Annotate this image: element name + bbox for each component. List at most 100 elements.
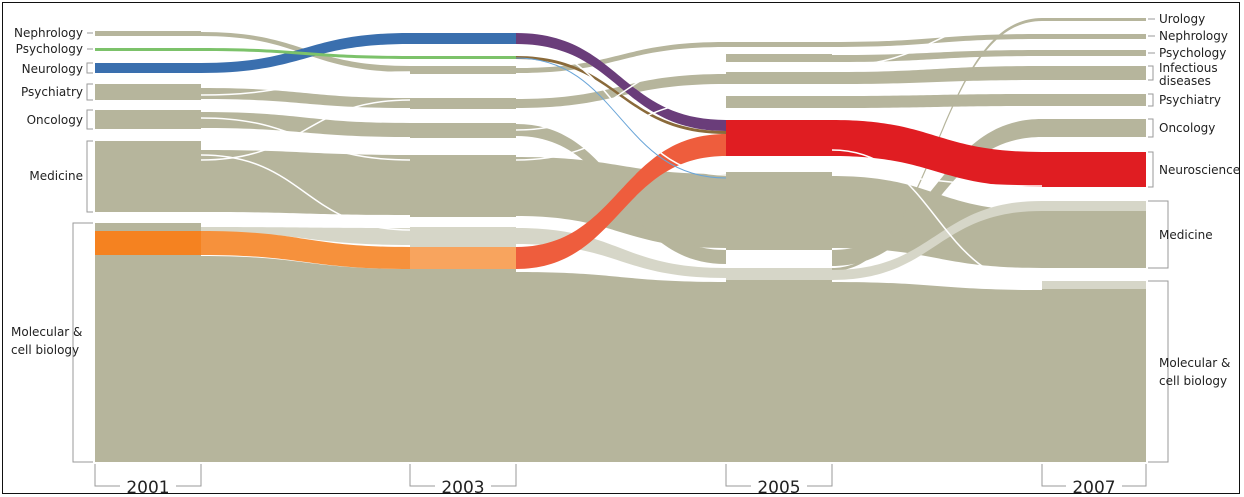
node-2003-molecular-light xyxy=(410,227,516,247)
node-2005-c xyxy=(726,72,832,84)
node-2003-other-1 xyxy=(410,66,516,74)
flow-neurology xyxy=(516,33,726,131)
flow-molecular xyxy=(832,282,1042,462)
node-2007-urology xyxy=(1042,18,1146,21)
node-2001-neurology xyxy=(95,63,201,73)
label-right-medicine: Medicine xyxy=(1159,228,1213,242)
bracket-right-neuroscience xyxy=(1148,151,1154,188)
flow-thin-blue xyxy=(515,57,727,179)
node-2005-d xyxy=(726,96,832,108)
node-2007-molecular-light xyxy=(1042,281,1146,289)
label-right-neuroscience: Neuroscience xyxy=(1159,163,1240,177)
column-2007 xyxy=(1042,18,1146,462)
flow-psychology xyxy=(516,56,726,134)
node-2003-oncology xyxy=(410,123,516,138)
column-2003 xyxy=(410,33,516,462)
bracket-left-oncology xyxy=(86,109,93,130)
bracket-year-2001 xyxy=(94,464,202,487)
node-2007-medicine xyxy=(1042,211,1146,268)
node-2007-nephrology xyxy=(1042,34,1146,39)
node-2001-medicine xyxy=(95,141,201,212)
flow-b xyxy=(832,50,1042,62)
flow-d xyxy=(832,94,1042,108)
label-right-oncology: Oncology xyxy=(1159,121,1215,135)
bracket-left-psychiatry xyxy=(86,83,93,101)
node-2005-a xyxy=(726,42,832,47)
node-2003-psychology xyxy=(410,56,516,59)
label-left-medicine: Medicine xyxy=(29,169,83,183)
flow-psychology xyxy=(201,48,410,59)
year-2005: 2005 xyxy=(757,478,800,497)
bracket-right-molecular xyxy=(1148,280,1169,463)
year-2001: 2001 xyxy=(126,478,169,497)
label-left-nephrology: Nephrology xyxy=(14,26,83,40)
bracket-right-oncology xyxy=(1148,118,1154,138)
flow-molecular xyxy=(201,256,410,462)
node-2003-molecular xyxy=(410,269,516,462)
node-2001-psychiatry xyxy=(95,84,201,100)
flow-molecular-highlight xyxy=(201,231,410,269)
bracket-right-infectious xyxy=(1148,65,1154,81)
node-2007-psychiatry xyxy=(1042,94,1146,106)
node-2007-infectious xyxy=(1042,66,1146,80)
flow-molecular xyxy=(516,272,726,462)
label-left-psychiatry: Psychiatry xyxy=(21,85,83,99)
node-2005-molecular-light xyxy=(726,268,832,280)
label-right-infectious-2: diseases xyxy=(1159,74,1211,88)
year-2003: 2003 xyxy=(441,478,484,497)
label-right-infectious-1: Infectious xyxy=(1159,61,1218,75)
flow-psychiatry xyxy=(201,88,410,108)
node-2001-oncology xyxy=(95,110,201,129)
node-2007-molecular xyxy=(1042,289,1146,462)
year-labels: 2001 2003 2005 2007 xyxy=(94,464,1147,497)
flow-thin-lines xyxy=(200,71,411,231)
column-2005 xyxy=(726,42,832,462)
flow-molecular-to-neuro xyxy=(516,134,726,269)
bracket-left-molecular xyxy=(72,222,93,463)
bracket-right-medicine xyxy=(1148,200,1169,269)
label-left-molecular-1: Molecular & xyxy=(11,325,82,339)
label-left-psychology: Psychology xyxy=(16,42,83,56)
bracket-right-psychiatry xyxy=(1148,93,1154,107)
bracket-year-2005 xyxy=(725,464,833,487)
flow-medicine xyxy=(201,150,410,215)
node-2005-neuroscience xyxy=(726,120,832,156)
year-2007: 2007 xyxy=(1072,478,1115,497)
node-2001-psychology xyxy=(95,48,201,51)
label-right-nephrology: Nephrology xyxy=(1159,29,1228,43)
node-2007-neuroscience xyxy=(1042,152,1146,187)
label-left-molecular-2: cell biology xyxy=(11,343,79,357)
column-2001 xyxy=(95,31,201,462)
label-right-psychiatry: Psychiatry xyxy=(1159,93,1221,107)
node-2003-other-2 xyxy=(410,98,516,109)
flow-thin-lines xyxy=(515,44,727,176)
node-2005-medicine xyxy=(726,172,832,250)
bracket-year-2007 xyxy=(1041,464,1147,487)
label-left-oncology: Oncology xyxy=(27,113,83,127)
node-2005-molecular xyxy=(726,280,832,462)
flow-thin-lines xyxy=(831,14,1043,286)
bracket-year-2003 xyxy=(409,464,517,487)
flow-other-b xyxy=(516,74,726,108)
flow-medicine-mol xyxy=(201,227,410,245)
flow-c xyxy=(832,66,1042,84)
node-2001-nephrology xyxy=(95,31,201,36)
flows-2005-2007 xyxy=(831,14,1043,462)
flow-to-oncology xyxy=(832,119,1042,266)
node-2007-psychology xyxy=(1042,50,1146,56)
label-left-neurology: Neurology xyxy=(22,62,83,76)
flows-2001-2003 xyxy=(200,32,411,462)
node-2001-molecular-highlight xyxy=(95,231,201,255)
node-2007-oncology xyxy=(1042,119,1146,137)
node-2003-molecular-highlight xyxy=(410,247,516,269)
flow-oncology xyxy=(201,112,410,137)
label-right-psychology: Psychology xyxy=(1159,46,1226,60)
bracket-left-medicine xyxy=(86,140,93,213)
flow-neuroscience xyxy=(832,120,1042,187)
node-2001-molecular xyxy=(95,223,201,462)
node-2005-b xyxy=(726,54,832,62)
node-2003-neurology xyxy=(410,33,516,44)
node-2003-medicine xyxy=(410,155,516,217)
label-right-urology: Urology xyxy=(1159,12,1205,26)
